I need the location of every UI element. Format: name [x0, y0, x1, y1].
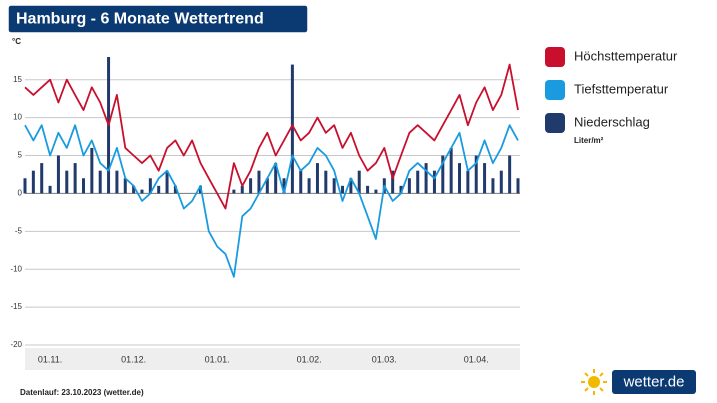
- y-tick-label: -5: [15, 226, 23, 235]
- bar: [508, 155, 512, 194]
- bar: [491, 178, 495, 194]
- bar: [132, 185, 136, 194]
- bar: [349, 178, 353, 194]
- bar: [299, 170, 303, 194]
- bar: [399, 185, 403, 194]
- y-tick-label: 15: [13, 75, 22, 84]
- bar: [483, 163, 487, 194]
- bar: [257, 170, 261, 194]
- bar: [40, 163, 44, 194]
- y-tick-label: -20: [10, 340, 22, 349]
- y-axis-label: °C: [12, 37, 21, 46]
- x-tick-label: 01.01.: [205, 354, 230, 364]
- x-axis-band: [25, 348, 520, 370]
- bar: [324, 170, 328, 194]
- bar: [140, 189, 144, 194]
- bar: [424, 163, 428, 194]
- logo-text: wetter.de: [623, 373, 685, 390]
- y-tick-label: -15: [10, 302, 22, 311]
- y-tick-label: 0: [18, 189, 23, 198]
- bar: [366, 185, 370, 194]
- bar: [274, 163, 278, 194]
- bar: [148, 178, 152, 194]
- bar: [432, 170, 436, 194]
- line: [24, 124, 519, 278]
- bar: [240, 185, 244, 194]
- bar: [232, 189, 236, 194]
- x-tick-label: 01.11.: [38, 354, 62, 364]
- bar: [357, 170, 361, 194]
- bar: [458, 163, 462, 194]
- bar: [466, 170, 470, 194]
- logo: wetter.de: [581, 369, 696, 395]
- legend-swatch: [545, 113, 565, 133]
- bar: [407, 178, 411, 194]
- bar: [123, 178, 127, 194]
- bar: [374, 189, 378, 194]
- bar: [157, 185, 161, 194]
- bar: [48, 185, 52, 194]
- bar: [115, 170, 119, 194]
- legend-label: Tiefsttemperatur: [574, 81, 669, 96]
- legend-label: Höchsttemperatur: [574, 48, 678, 63]
- bar: [165, 170, 169, 194]
- legend-swatch: [545, 47, 565, 67]
- bar: [56, 155, 60, 194]
- bar: [81, 178, 85, 194]
- bar: [23, 178, 27, 194]
- legend-label: Niederschlag: [574, 114, 650, 129]
- bar: [474, 155, 478, 194]
- bar: [341, 185, 345, 194]
- bar: [90, 147, 94, 194]
- y-tick-label: 10: [13, 113, 22, 122]
- bar: [290, 64, 294, 194]
- bar: [332, 178, 336, 194]
- line: [24, 63, 519, 210]
- bar: [65, 170, 69, 194]
- legend-unit: Liter/m²: [574, 136, 604, 145]
- bar: [31, 170, 35, 194]
- y-tick-label: -10: [10, 264, 22, 273]
- bar: [73, 163, 77, 194]
- bar: [315, 163, 319, 194]
- bar: [98, 170, 102, 194]
- bar: [307, 178, 311, 194]
- bar: [265, 178, 269, 194]
- bar: [499, 170, 503, 194]
- bar: [516, 178, 520, 194]
- x-tick-label: 01.02.: [297, 354, 322, 364]
- x-tick-label: 01.12.: [121, 354, 146, 364]
- bar: [391, 170, 395, 194]
- bar: [416, 170, 420, 194]
- x-tick-label: 01.04.: [464, 354, 489, 364]
- legend-swatch: [545, 80, 565, 100]
- footnote: Datenlauf: 23.10.2023 (wetter.de): [20, 388, 144, 397]
- y-tick-label: 5: [18, 151, 23, 160]
- title-box: [7, 4, 309, 34]
- bar: [449, 147, 453, 194]
- bar: [441, 155, 445, 194]
- bar: [282, 178, 286, 194]
- chart-title: Hamburg - 6 Monate Wettertrend: [16, 11, 264, 28]
- bar: [173, 185, 177, 194]
- bar: [249, 178, 253, 194]
- x-tick-label: 01.03.: [372, 354, 397, 364]
